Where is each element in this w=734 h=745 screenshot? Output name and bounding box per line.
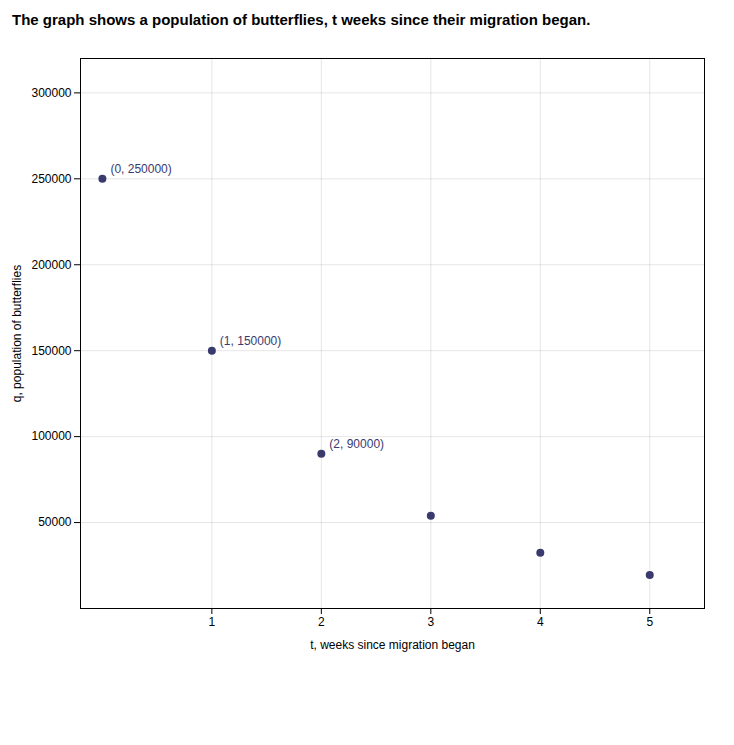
svg-text:(1, 150000): (1, 150000) [220,333,281,347]
svg-text:2: 2 [318,615,325,629]
svg-text:300000: 300000 [31,85,71,99]
svg-text:(0, 250000): (0, 250000) [110,161,171,175]
svg-text:(2, 90000): (2, 90000) [329,436,384,450]
svg-text:5: 5 [646,615,653,629]
svg-text:200000: 200000 [31,257,71,271]
svg-text:100000: 100000 [31,429,71,443]
html-text:The graph shows a population o: The graph shows a population of butterfl… [12,11,591,28]
svg-text:250000: 250000 [31,171,71,185]
svg-text:q, population of butterflies: q, population of butterflies [10,264,24,401]
svg-text:1: 1 [209,615,216,629]
svg-text:3: 3 [427,615,434,629]
svg-text:50000: 50000 [38,515,72,529]
svg-text:t, weeks since migration began: t, weeks since migration began [310,637,475,651]
svg-text:4: 4 [537,615,544,629]
svg-text:150000: 150000 [31,343,71,357]
